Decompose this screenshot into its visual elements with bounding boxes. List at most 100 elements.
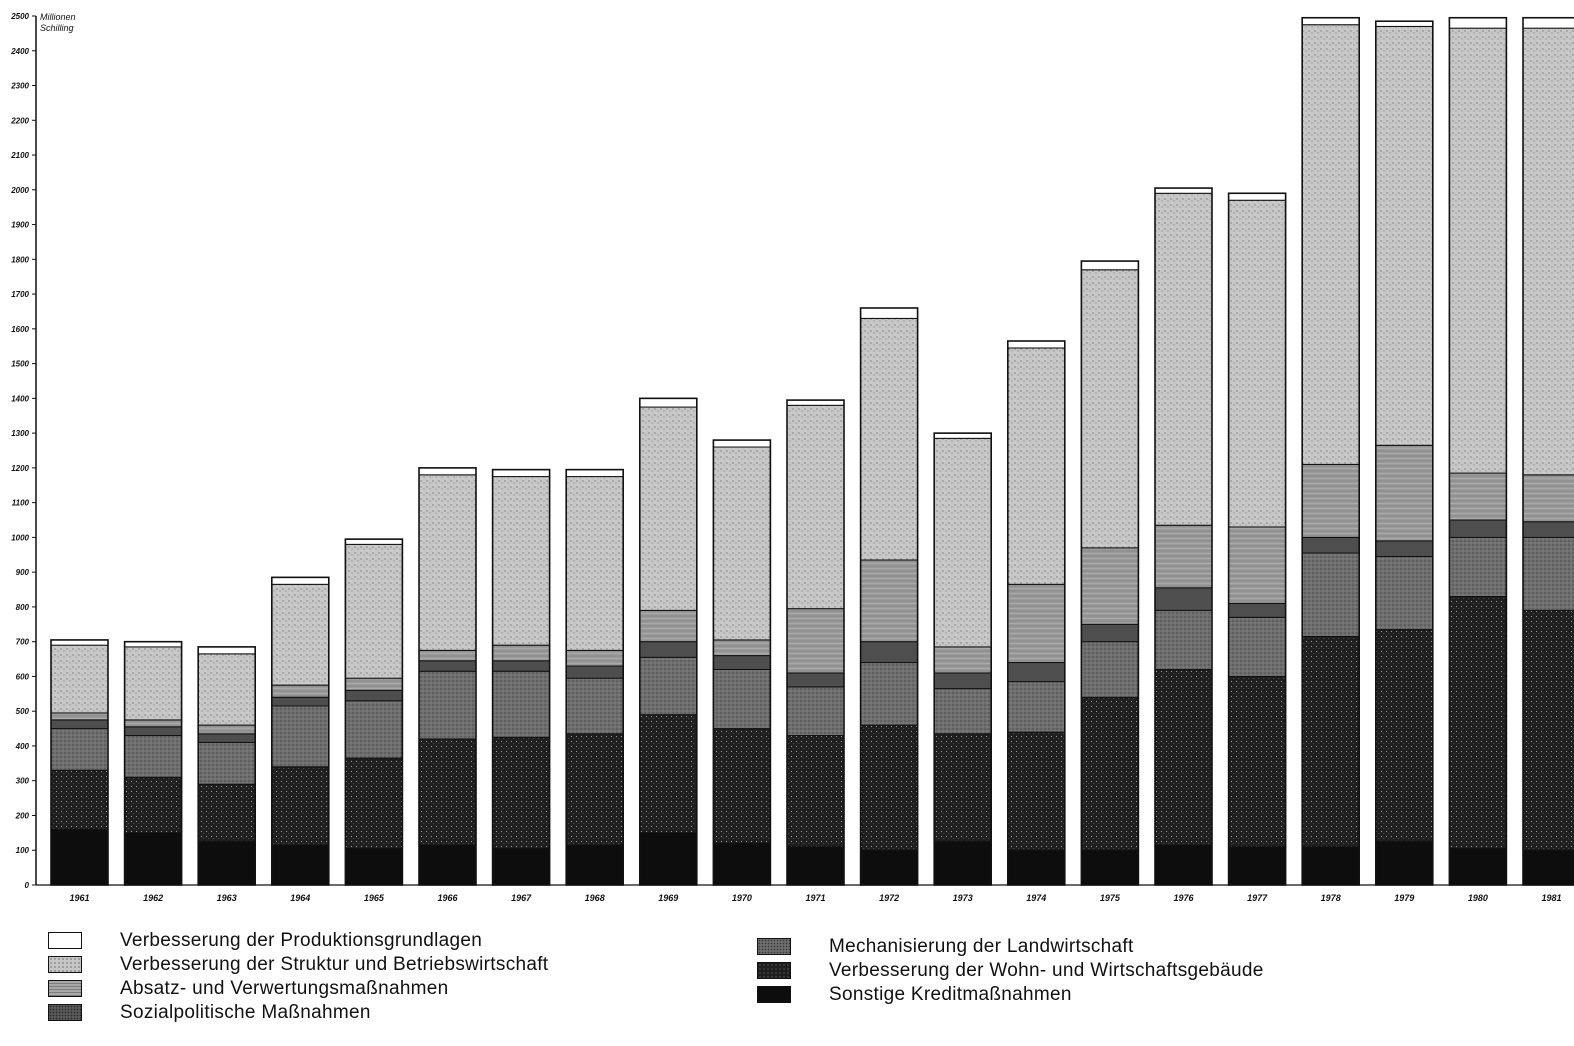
bar-segment — [1522, 849, 1574, 886]
bar-segment — [1448, 848, 1507, 886]
y-tick-label: 1200 — [11, 464, 29, 473]
bar-segment — [1301, 552, 1360, 637]
bar-segment — [50, 728, 109, 771]
bar-segment — [1228, 602, 1287, 618]
y-tick-label: 800 — [16, 603, 30, 612]
x-tick-label: 1980 — [1468, 893, 1488, 903]
bar-segment — [1007, 681, 1066, 733]
legend-item: Sonstige Kreditmaßnahmen — [757, 984, 1377, 1008]
bar-segment — [786, 846, 845, 886]
bar-segment — [271, 705, 330, 768]
y-axis: 0 100 200 300 400 500 600 700 800 900 1000 1100 1200… — [10, 12, 75, 890]
bar-segment — [344, 689, 403, 702]
y-tick-label: 2300 — [10, 82, 29, 91]
x-tick-label: 1972 — [879, 893, 899, 903]
x-tick-label: 1963 — [217, 893, 237, 903]
x-tick-label: 1978 — [1321, 893, 1341, 903]
bar-stack-1975 — [1080, 260, 1140, 886]
bar-segment — [492, 476, 551, 646]
bar-segment — [1228, 675, 1287, 848]
bar-segment — [933, 841, 992, 886]
bar-stack-1970 — [712, 439, 772, 886]
bar-segment — [492, 644, 551, 662]
bar-segment — [1080, 849, 1139, 886]
bar-segment — [1522, 474, 1574, 523]
bar-segment — [1154, 609, 1213, 670]
bar-segment — [860, 559, 919, 643]
bar-segment — [124, 726, 183, 737]
bar-segment — [1448, 472, 1507, 521]
bar-segment — [124, 776, 183, 834]
bar-segment — [639, 641, 698, 658]
bar-stack-1971 — [786, 399, 845, 886]
bar-stack-1967 — [491, 468, 551, 886]
bar-stack-1973 — [933, 432, 993, 886]
x-tick-label: 1966 — [437, 893, 458, 903]
y-tick-label: 1100 — [12, 499, 30, 508]
bar-segment — [124, 735, 183, 778]
legend-swatch — [757, 938, 791, 955]
bar-segment — [1375, 556, 1434, 631]
bar-segment — [1228, 846, 1287, 886]
bar-stack-1966 — [418, 467, 477, 886]
bar-segment — [197, 733, 256, 743]
y-tick-label: 300 — [16, 777, 30, 786]
bar-segment — [786, 735, 845, 848]
x-tick-label: 1981 — [1541, 893, 1561, 903]
bar-segment — [1522, 17, 1574, 29]
bar-segment — [1080, 623, 1139, 643]
bar-segment — [1522, 521, 1574, 538]
bar-segment — [492, 660, 551, 672]
bar-segment — [50, 719, 109, 730]
bar-segment — [271, 696, 330, 707]
legend-label: Verbesserung der Wohn- und Wirtschaftsge… — [829, 960, 1264, 981]
bar-segment — [344, 677, 403, 691]
bar-stack-1962 — [123, 640, 183, 886]
bar-segment — [492, 670, 551, 738]
legend-label: Sonstige Kreditmaßnahmen — [829, 984, 1072, 1005]
legend-label: Sozialpolitische Maßnahmen — [120, 1002, 371, 1023]
bar-stack-1961 — [50, 639, 109, 886]
bar-segment — [1228, 616, 1287, 677]
bar-segment — [860, 662, 919, 726]
bar-segment — [639, 832, 698, 886]
bar-segment — [492, 736, 551, 850]
bar-segment — [418, 670, 477, 740]
bar-stack-1978 — [1301, 16, 1360, 886]
bar-segment — [565, 469, 624, 478]
bar-segment — [271, 766, 330, 846]
bar-segment — [418, 467, 477, 476]
y-tick-label: 1700 — [11, 290, 29, 299]
bar-segment — [933, 646, 992, 674]
bar-segment — [1080, 696, 1139, 851]
bar-segment — [1080, 269, 1139, 549]
y-tick-label: 0 — [25, 881, 30, 890]
bar-segment — [565, 476, 624, 651]
bar-segment — [1007, 347, 1066, 585]
bar-segment — [1448, 519, 1507, 538]
bar-segment — [271, 583, 330, 686]
bar-segment — [492, 469, 551, 478]
legend-item: Verbesserung der Struktur und Betriebswi… — [48, 954, 668, 978]
bar-segment — [1154, 844, 1213, 886]
legend-item: Sozialpolitische Maßnahmen — [48, 1002, 668, 1026]
bar-segment — [1375, 629, 1434, 843]
bar-stack-1979 — [1375, 20, 1434, 886]
bar-segment — [197, 841, 256, 886]
bar-segment — [565, 665, 624, 679]
bar-stack-1963 — [197, 646, 256, 886]
bar-segment — [197, 741, 256, 785]
bar-segment — [1522, 27, 1574, 476]
x-tick-label: 1965 — [364, 893, 385, 903]
bar-stack-1974 — [1006, 340, 1066, 886]
legend-label: Absatz- und Verwertungsmaßnahmen — [120, 978, 449, 999]
bar-segment — [1007, 662, 1066, 683]
bar-segment — [418, 738, 477, 846]
bar-segment — [344, 543, 403, 679]
bar-stacks — [50, 16, 1574, 886]
bar-segment — [418, 649, 477, 662]
legend-right: Mechanisierung der Landwirtschaft Verbess… — [757, 936, 1377, 1008]
bar-segment — [418, 474, 477, 651]
bar-segment — [271, 576, 330, 585]
bar-segment — [124, 719, 183, 728]
